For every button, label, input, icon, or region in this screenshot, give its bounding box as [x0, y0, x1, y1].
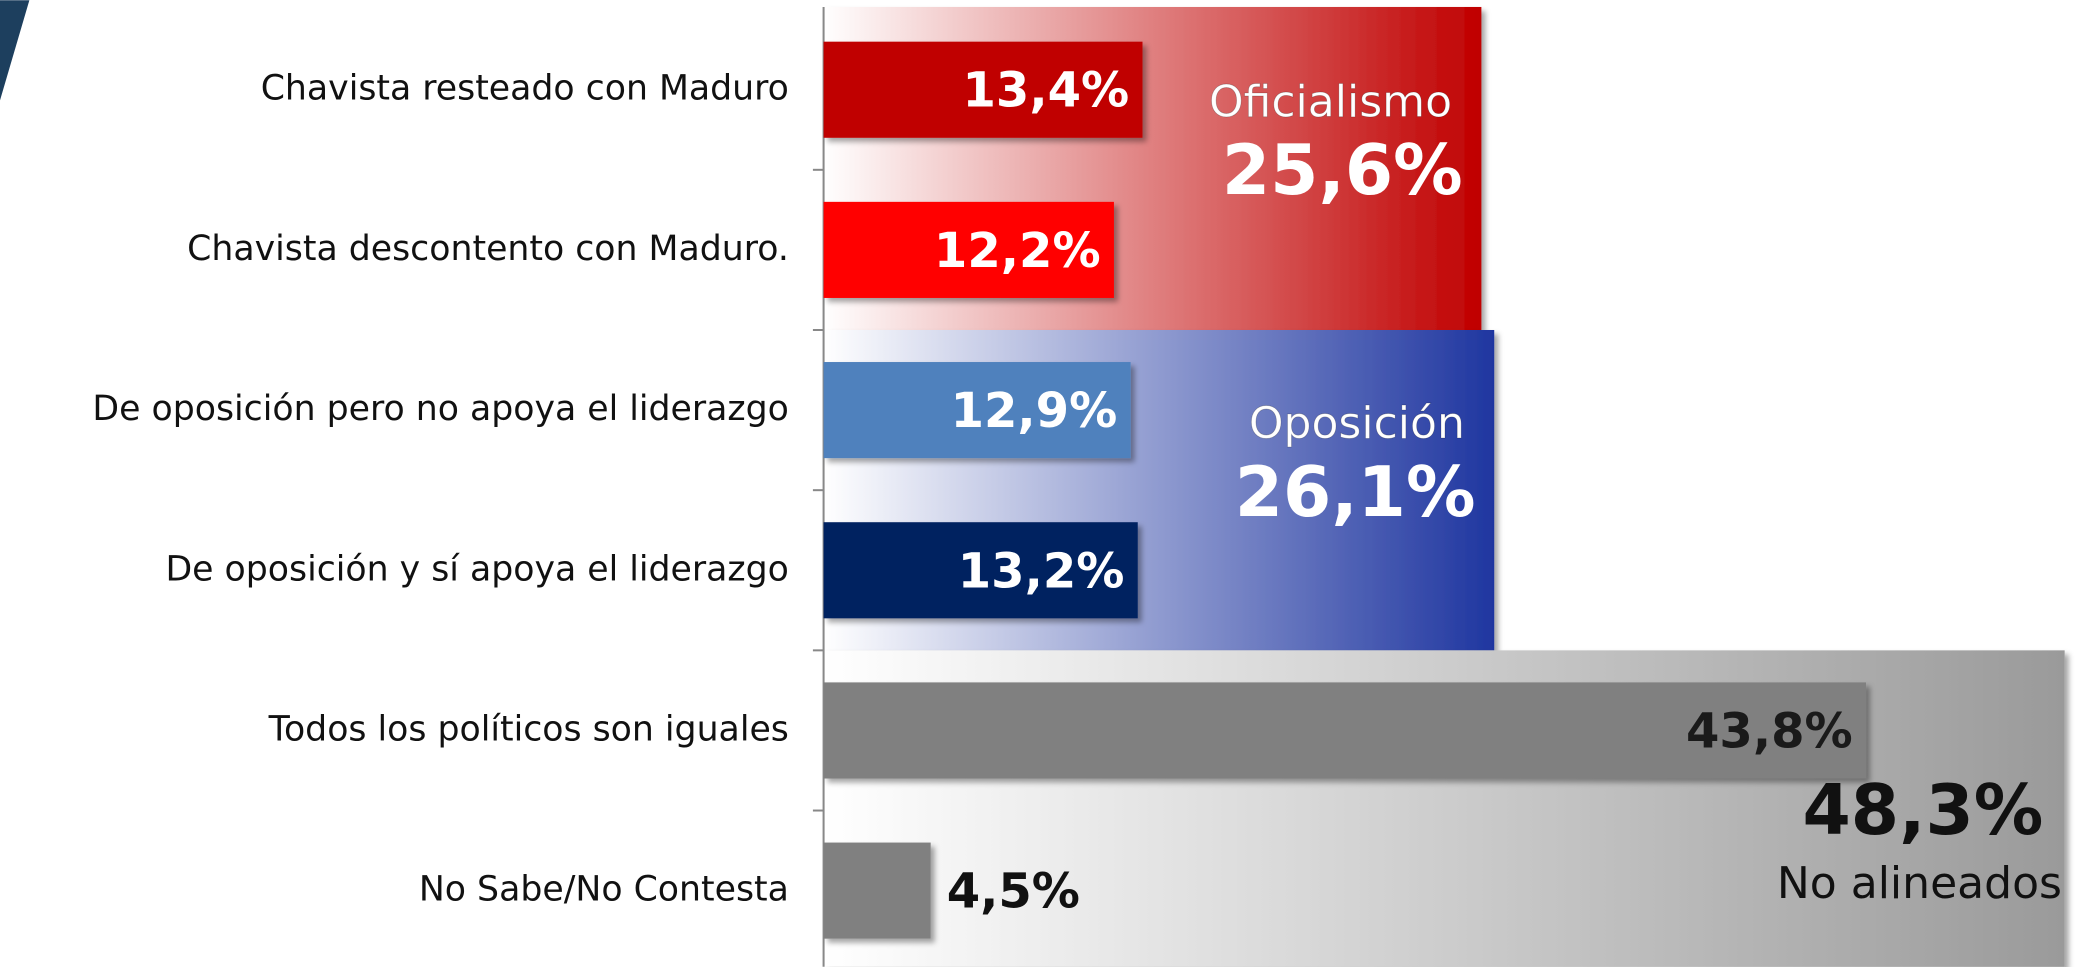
bar — [823, 842, 931, 939]
bar — [823, 41, 1143, 138]
group-name: Oficialismo — [1209, 76, 1452, 127]
value-label: 13,2% — [958, 543, 1125, 599]
value-label: 12,9% — [951, 383, 1118, 439]
category-label: Chavista descontento con Maduro. — [187, 229, 789, 269]
value-label: 13,4% — [962, 63, 1129, 119]
bar — [823, 201, 1114, 298]
group-name: Oposición — [1249, 398, 1465, 449]
bar — [823, 362, 1131, 459]
value-label: 12,2% — [934, 223, 1101, 279]
category-label: Todos los políticos son iguales — [268, 709, 789, 749]
corner-decoration — [0, 0, 30, 101]
bar — [823, 522, 1138, 619]
category-label: De oposición pero no apoya el liderazgo — [92, 389, 788, 429]
group-name: No alineados — [1777, 858, 2062, 909]
group-value: 48,3% — [1803, 771, 2044, 851]
category-label: Chavista resteado con Maduro — [261, 69, 789, 109]
group-value: 25,6% — [1222, 131, 1463, 211]
value-label: 4,5% — [947, 864, 1080, 920]
category-label: No Sabe/No Contesta — [419, 870, 789, 910]
group-value: 26,1% — [1235, 453, 1476, 533]
value-label: 43,8% — [1686, 703, 1853, 759]
bar — [823, 682, 1867, 779]
category-label: De oposición y sí apoya el liderazgo — [165, 549, 788, 589]
